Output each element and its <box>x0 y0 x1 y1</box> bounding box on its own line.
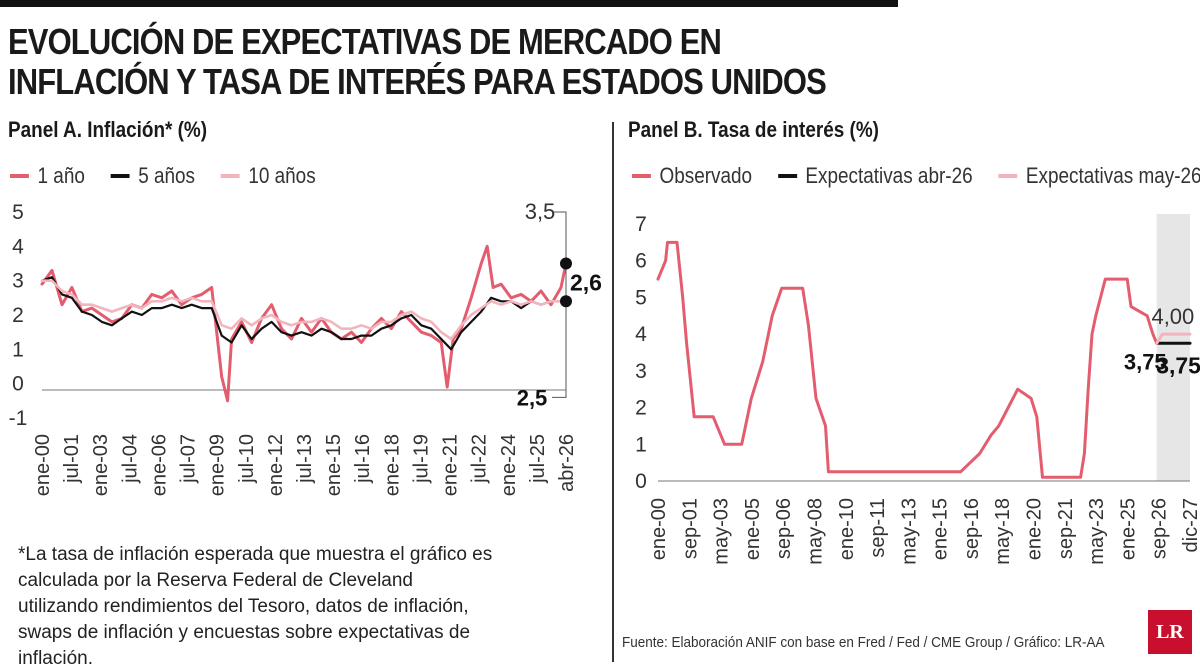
source-note: Fuente: Elaboración ANIF con base en Fre… <box>622 634 1105 651</box>
title-line-1: EVOLUCIÓN DE EXPECTATIVAS DE MERCADO EN <box>8 21 722 62</box>
legend-swatch-1-ano <box>10 174 29 178</box>
marker-2-5 <box>560 295 572 308</box>
x-tick-label: jul-04 <box>119 434 141 484</box>
x-tick-label: ene-24 <box>498 434 520 496</box>
y-tick-label: 3 <box>12 270 24 293</box>
x-tick-label: jul-07 <box>178 434 200 484</box>
marker-3-5 <box>560 257 572 270</box>
page-title: EVOLUCIÓN DE EXPECTATIVAS DE MERCADO EN … <box>8 21 827 102</box>
x-tick-label: ene-12 <box>265 434 287 496</box>
y-tick-label: 4 <box>12 235 24 258</box>
x-tick-label: jul-10 <box>236 434 258 484</box>
legend-label-10-anos: 10 años <box>248 163 316 188</box>
x-tick-label: jul-22 <box>469 434 491 484</box>
series-line-observado <box>656 240 1159 479</box>
lr-logo: LR <box>1148 610 1192 654</box>
y-tick-label: -1 <box>9 407 28 430</box>
x-tick-label: ene-00 <box>32 434 54 496</box>
y-tick-label: 6 <box>635 250 647 273</box>
x-tick-label: sep-11 <box>867 498 889 558</box>
x-tick-label: ene-18 <box>381 434 403 496</box>
footnote: *La tasa de inflación esperada que muest… <box>18 544 493 669</box>
x-tick-label: ene-05 <box>742 498 764 560</box>
x-tick-label: ene-00 <box>648 498 670 560</box>
panel-b-legend: Observado Expectativas abr-26 Expectativ… <box>632 163 1200 189</box>
legend-label-expectativas-may-26: Expectativas may-26 <box>1025 163 1200 188</box>
lr-logo-text: LR <box>1156 620 1184 643</box>
annotation-2-5: 2,5 <box>517 385 548 410</box>
x-tick-label: jul-13 <box>294 434 316 484</box>
legend-label-5-anos: 5 años <box>138 163 196 188</box>
x-tick-label: may-23 <box>1086 498 1108 565</box>
x-tick-label: ene-03 <box>90 434 112 496</box>
annotation-3-5: 3,5 <box>525 199 556 224</box>
x-tick-label: jul-25 <box>527 434 549 484</box>
panel-a-legend: 1 año 5 años 10 años <box>10 163 341 189</box>
annotation-4-00: 4,00 <box>1151 304 1194 329</box>
top-rule <box>0 0 898 7</box>
x-tick-label: may-13 <box>898 498 920 565</box>
x-tick-label: jul-19 <box>410 434 432 484</box>
y-tick-label: 1 <box>635 433 647 456</box>
x-tick-label: ene-15 <box>323 434 345 496</box>
x-tick-label: ene-15 <box>930 498 952 560</box>
y-tick-label: 7 <box>635 213 647 236</box>
legend-label-expectativas-abr-26: Expectativas abr-26 <box>805 163 973 188</box>
legend-item-10-anos: 10 años <box>220 163 316 189</box>
forecast-shaded-region <box>1156 214 1190 481</box>
panel-divider <box>612 122 614 662</box>
x-tick-label: may-18 <box>992 498 1014 565</box>
title-line-2: INFLACIÓN Y TASA DE INTERÉS PARA ESTADOS… <box>8 61 827 102</box>
x-tick-label: sep-16 <box>961 498 983 559</box>
y-tick-label: 0 <box>635 470 647 493</box>
series-line-expectativas-may-26 <box>1155 332 1192 345</box>
x-tick-label: sep-21 <box>1055 498 1077 559</box>
x-tick-label: jul-16 <box>352 434 374 484</box>
y-tick-label: 5 <box>635 286 647 309</box>
x-tick-label: ene-25 <box>1117 498 1139 560</box>
y-tick-label: 3 <box>635 360 647 383</box>
legend-label-1-ano: 1 año <box>37 163 85 188</box>
x-tick-label: ene-21 <box>440 434 462 496</box>
legend-item-expectativas-may-26: Expectativas may-26 <box>998 163 1200 189</box>
series-line-1-ano <box>40 244 568 403</box>
y-tick-label: 4 <box>635 323 647 346</box>
x-tick-label: ene-20 <box>1024 498 1046 560</box>
legend-swatch-observado <box>632 174 651 178</box>
legend-item-observado: Observado <box>632 163 752 189</box>
panel-a-title: Panel A. Inflación* (%) <box>8 117 208 142</box>
x-tick-label: sep-06 <box>773 498 795 559</box>
x-tick-label: sep-01 <box>679 498 701 559</box>
y-tick-label: 0 <box>12 373 24 396</box>
panel-b-title: Panel B. Tasa de interés (%) <box>628 117 879 142</box>
annotation-3-75-observed: 3,75 <box>1124 349 1167 374</box>
y-tick-label: 2 <box>635 397 647 420</box>
x-tick-label: may-03 <box>711 498 733 565</box>
y-tick-label: 5 <box>12 201 24 224</box>
annotation-3-75-expected: 3,75 <box>1156 352 1200 378</box>
x-tick-label: may-08 <box>804 498 826 565</box>
legend-item-5-anos: 5 años <box>110 163 196 189</box>
legend-swatch-expectativas-may-26 <box>998 174 1018 178</box>
series-line-10-anos <box>40 279 568 341</box>
x-tick-label: abr-26 <box>556 434 578 492</box>
legend-swatch-expectativas-abr-26 <box>777 174 797 178</box>
y-tick-label: 1 <box>12 338 24 361</box>
legend-swatch-5-anos <box>110 174 130 178</box>
y-tick-label: 2 <box>12 304 24 327</box>
legend-swatch-10-anos <box>220 174 240 178</box>
series-line-5-anos <box>40 276 568 351</box>
x-tick-label: ene-10 <box>836 498 858 560</box>
legend-item-1-ano: 1 año <box>10 163 85 189</box>
legend-label-observado: Observado <box>659 163 753 188</box>
x-tick-label: sep-26 <box>1149 498 1171 559</box>
x-tick-label: ene-06 <box>148 434 170 496</box>
legend-item-expectativas-abr-26: Expectativas abr-26 <box>777 163 973 189</box>
annotation-2-6: 2,6 <box>570 269 602 295</box>
x-tick-label: dic-27 <box>1180 498 1200 552</box>
x-tick-label: ene-09 <box>207 434 229 496</box>
x-tick-label: jul-01 <box>61 434 83 484</box>
